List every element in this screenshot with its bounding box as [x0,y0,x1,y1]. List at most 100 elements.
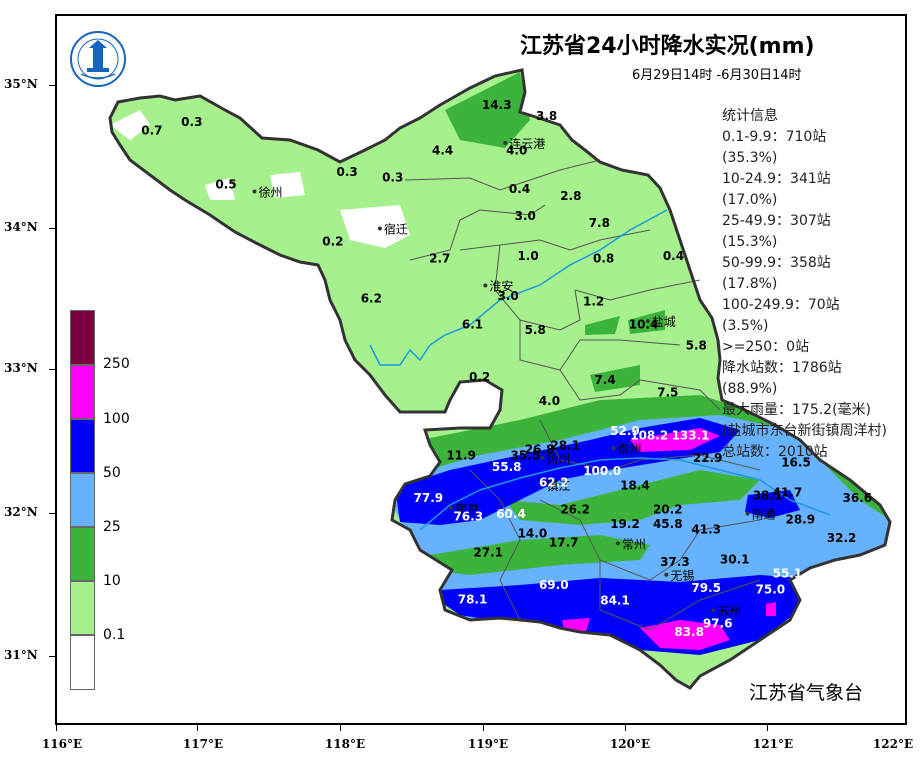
rainfall-value: 17.7 [549,535,579,549]
band-10-mid3 [590,365,640,392]
stats-line: 0.1-9.9：710站 [722,129,827,145]
stats-line: 统计信息 [722,108,778,124]
rainfall-value: 79.5 [691,581,721,595]
boundary-7 [559,369,721,411]
rainfall-value: 41.3 [691,522,721,536]
city-dot [664,572,669,577]
norain-patch4 [205,178,235,200]
rainfall-value: 19.2 [610,517,640,531]
stats-line: (88.9%) [722,381,778,397]
rainfall-value: 0.2 [469,370,490,384]
boundary-2 [409,204,546,261]
norain-patch1 [110,110,150,140]
boundary-11 [599,560,761,631]
rainfall-value: 28.9 [785,512,815,526]
city-marker: 连云港 [503,136,545,151]
legend-label: 25 [103,519,121,535]
city-dot [611,445,616,450]
stats-line: 总站数：2010站 [722,444,828,460]
rainfall-value: 26.8 [525,443,555,457]
lat-tick [49,656,56,657]
city-name: 无锡 [670,568,694,583]
rainfall-value: 69.0 [539,578,569,592]
city-name: 南京 [455,501,479,516]
lon-label: 117°E [182,737,224,751]
lon-label: 122°E [872,737,914,751]
statistics-panel: 统计信息 0.1-9.9：710站 (35.3%) 10-24.9：341站 (… [722,106,897,463]
legend-swatch-zero [70,635,95,690]
rainfall-value: 52.9 [610,424,640,438]
lon-tick [340,724,341,731]
rainfall-value: 4.0 [506,143,527,157]
legend-swatch-100 [70,365,95,419]
rainfall-value: 4.0 [539,394,560,408]
rainfall-values: 14.3 3.8 0.7 0.3 4.4 4.0 0.3 0.3 0.5 0.4 2.8 3.0 7.8… [141,98,872,639]
map-title: 江苏省24小时降水实况(mm) [520,34,815,59]
rainfall-value: 75.0 [756,582,786,596]
city-marker: 泰州 [611,442,642,456]
stats-line: 100-249.9：70站 [722,297,840,313]
city-marker: 南京 [449,501,479,516]
rainfall-value: 45.8 [653,517,683,531]
rainfall-value: 27.1 [473,545,503,559]
rainfall-value: 0.3 [336,165,357,179]
band-100-south3 [766,602,776,616]
boundary-3 [459,229,651,251]
lat-label: 34°N [4,220,38,234]
rainfall-value: 37.3 [660,555,690,569]
rainfall-value: 97.6 [703,617,733,631]
norain-patch3 [270,172,305,198]
rainfall-value: 0.3 [382,170,403,184]
stats-line: 25-49.9：307站 [722,213,831,229]
lon-label: 116°E [41,737,83,751]
city-marker: 淮安 [483,279,513,294]
rainfall-value: 83.8 [674,625,704,639]
city-name: 镇江 [546,479,570,493]
legend-label: 10 [103,573,121,589]
rainfall-value: 0.3 [181,115,202,129]
city-dot [540,455,545,460]
lat-label: 35°N [4,77,38,91]
rainfall-value: 16.5 [781,455,811,469]
rainfall-value: 38.1 [753,488,783,502]
rainfall-value: 32.2 [827,531,857,545]
city-dot [540,483,545,487]
city-marker: 镇江 [540,479,570,493]
city-name: 淮安 [489,279,513,294]
rainfall-value: 62.2 [539,475,569,489]
stats-line: 50-99.9：358站 [722,255,831,271]
city-dot [503,141,508,145]
band-10-mid1 [585,316,620,335]
agency-label: 江苏省气象台 [749,682,864,704]
city-dot [377,226,382,231]
rainfall-value: 20.2 [653,503,683,517]
legend-label: 0.1 [103,627,126,643]
band-10-strip1 [505,470,760,525]
stats-line: 最大雨量：175.2(毫米) [722,402,872,418]
river-yangtze [419,457,831,531]
rainfall-value: 26.2 [560,503,590,517]
lon-tick [483,724,484,731]
city-marker: 无锡 [664,568,694,583]
rainfall-value: 18.4 [620,478,650,492]
city-marker: 常州 [615,537,646,551]
rainfall-value: 108.2 [630,428,668,442]
legend-swatch-250plus [70,310,95,365]
city-marker: 宿迁 [377,222,408,237]
lon-tick [197,724,198,731]
rainfall-value: 0.4 [663,249,684,263]
rainfall-value: 28.1 [550,438,580,452]
city-name: 南通 [752,507,776,522]
city-name: 泰州 [618,442,642,456]
province-outline [108,68,892,690]
lat-tick [49,369,56,370]
rainfall-value: 14.3 [482,98,512,112]
rainfall-value: 0.7 [141,123,162,137]
rainfall-value: 77.9 [414,491,444,505]
city-name: 盐城 [652,315,676,329]
band-100-north [630,428,720,452]
rivers [369,209,831,531]
stats-line: (3.5%) [722,318,769,334]
rainfall-value: 6.1 [462,317,483,331]
rainfall-value: 2.8 [560,189,581,203]
